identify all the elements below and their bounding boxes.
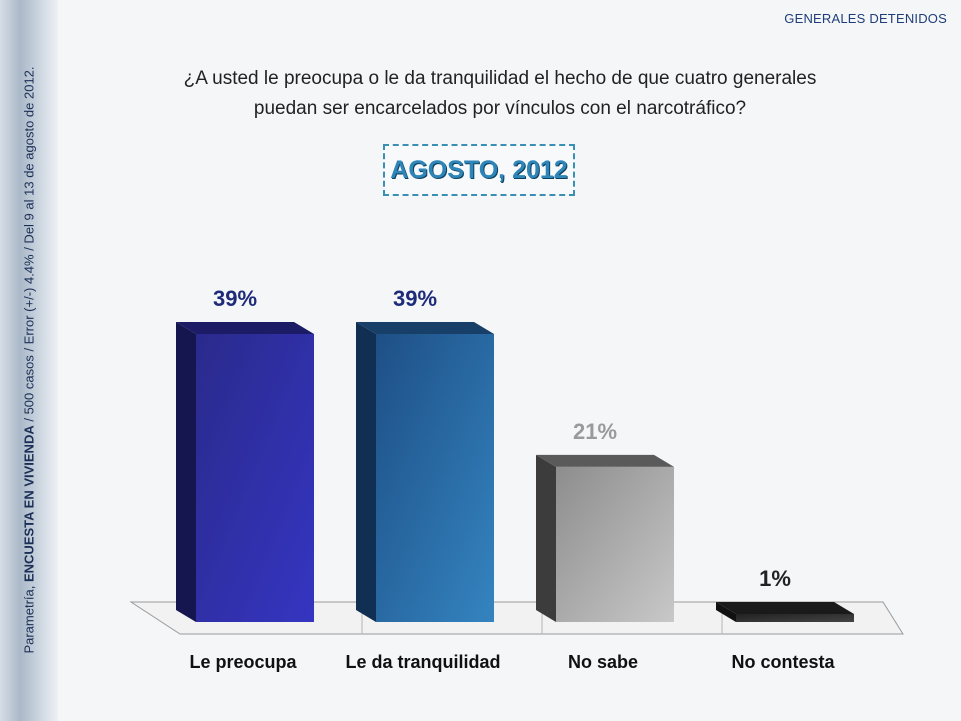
value-label-le-da-tranquilidad: 39%: [393, 286, 437, 311]
section-tag: GENERALES DETENIDOS: [784, 11, 947, 26]
question-line-2: puedan ser encarcelados por vínculos con…: [253, 98, 747, 119]
value-label-le-preocupa: 39%: [213, 286, 257, 311]
bar-top-le-preocupa: [176, 322, 314, 334]
bar-side-no-contesta: [716, 602, 736, 622]
bar-group-le-preocupa: 39% Le preocupa: [176, 286, 314, 672]
date-badge: AGOSTO, 2012: [383, 144, 575, 196]
bar-top-no-sabe: [536, 454, 674, 467]
bar-le-da-tranquilidad: [376, 334, 494, 622]
side-decoration-strip: Parametría, ENCUESTA EN VIVIENDA / 500 c…: [0, 0, 58, 721]
bar-no-contesta: [736, 614, 854, 622]
bar-top-le-da-tranquilidad: [356, 322, 494, 334]
bar-side-no-sabe: [536, 454, 556, 622]
bar-group-le-da-tranquilidad: 39% Le da tranquilidad: [345, 286, 500, 672]
bar-no-sabe: [556, 466, 674, 622]
value-label-no-contesta: 1%: [759, 566, 791, 591]
bar-top-no-contesta: [716, 602, 854, 614]
survey-question: ¿A usted le preocupa o le da tranquilida…: [120, 64, 880, 124]
bar-group-no-contesta: 1% No contesta: [716, 566, 854, 672]
category-label-le-da-tranquilidad: Le da tranquilidad: [345, 652, 500, 672]
bar-side-le-preocupa: [176, 322, 196, 622]
bar-group-no-sabe: 21% No sabe: [536, 419, 674, 672]
bar-side-le-da-tranquilidad: [356, 322, 376, 622]
question-line-1: ¿A usted le preocupa o le da tranquilida…: [183, 68, 817, 89]
bar-le-preocupa: [196, 334, 314, 622]
category-label-no-contesta: No contesta: [731, 652, 835, 672]
value-label-no-sabe: 21%: [573, 419, 617, 444]
category-label-no-sabe: No sabe: [568, 652, 638, 672]
category-label-le-preocupa: Le preocupa: [189, 652, 297, 672]
